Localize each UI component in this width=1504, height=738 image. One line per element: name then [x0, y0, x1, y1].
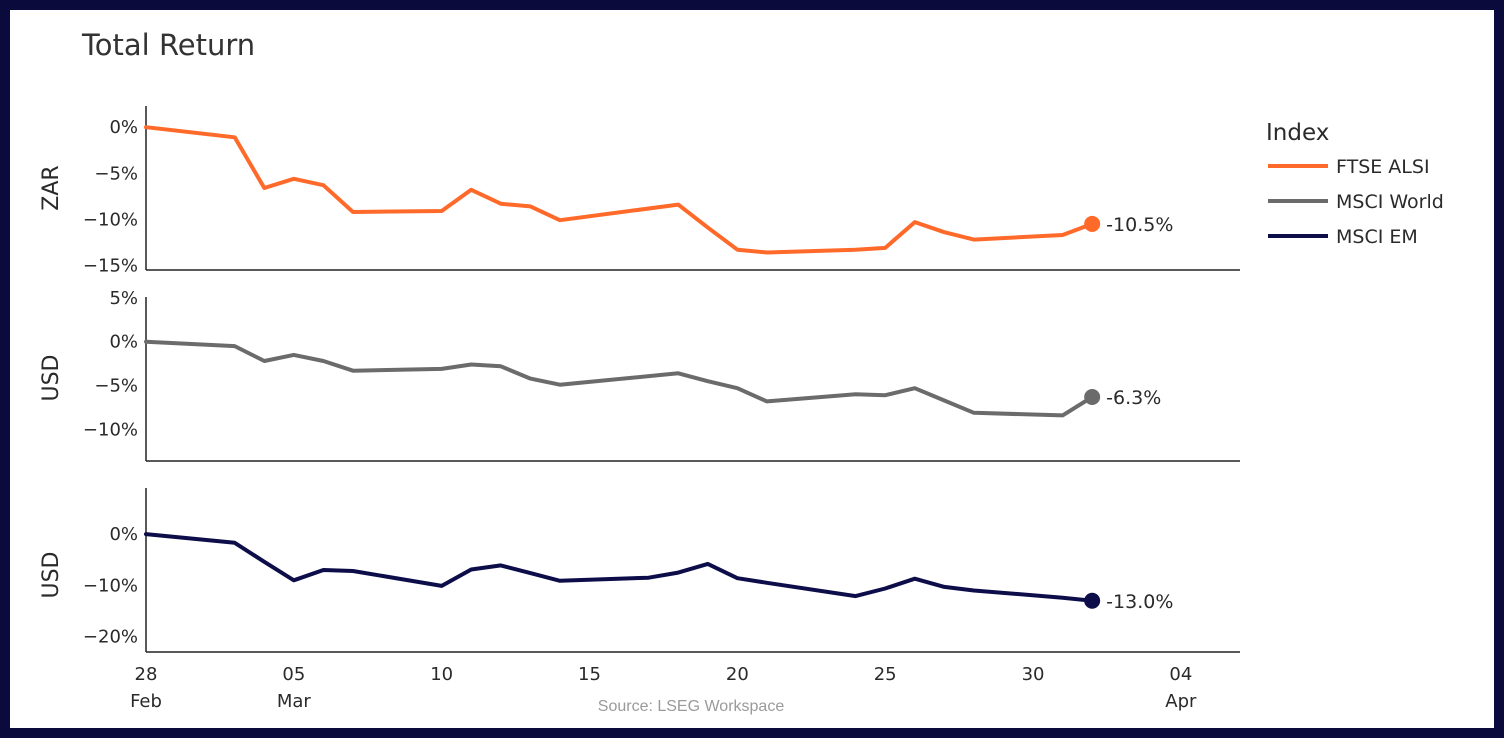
y-tick-label: −15%	[83, 255, 138, 276]
y-tick-label: −5%	[94, 376, 138, 397]
x-tick-label: 15	[578, 664, 601, 685]
series-line	[144, 339, 1095, 418]
chart-svg: 0% −5% −10% −15% ZAR -10.5% 5% 0% −5% −10% USD -6.3…	[39, 106, 1444, 715]
legend-title: Index	[1266, 120, 1329, 146]
y-tick-label: 0%	[109, 524, 138, 545]
source-note: Source: LSEG Workspace	[598, 698, 785, 715]
end-value-label: -10.5%	[1106, 214, 1173, 236]
series-line	[144, 532, 1095, 603]
y-tick-label: 0%	[109, 332, 138, 353]
y-tick-label: −10%	[83, 209, 138, 230]
y-axis-label: ZAR	[39, 165, 64, 210]
end-point-marker	[1084, 215, 1101, 232]
x-tick-month-label: Feb	[130, 691, 162, 712]
x-tick-label: 10	[430, 664, 453, 685]
y-tick-label: −20%	[83, 627, 138, 648]
legend-item-label: MSCI EM	[1336, 226, 1418, 248]
end-point-marker	[1084, 592, 1101, 609]
y-tick-label: −10%	[83, 575, 138, 596]
x-tick-label: 04	[1169, 664, 1192, 685]
y-tick-label: −10%	[83, 419, 138, 440]
end-point-marker	[1084, 388, 1101, 405]
y-tick-label: 5%	[109, 288, 138, 309]
y-tick-label: 0%	[109, 117, 138, 138]
x-tick-label: 28	[135, 664, 158, 685]
x-tick-month-label: Mar	[277, 691, 312, 712]
series-line	[144, 125, 1095, 255]
x-tick-label: 20	[726, 664, 749, 685]
x-tick-month-label: Apr	[1165, 691, 1197, 712]
end-value-label: -6.3%	[1106, 387, 1161, 409]
y-axis-label: USD	[39, 354, 64, 401]
x-tick-label: 30	[1022, 664, 1045, 685]
x-tick-label: 25	[874, 664, 897, 685]
chart-title: Total Return	[82, 28, 256, 62]
chart-frame: Total Return 0% −5% −10% −15% ZAR -10.5% 5% 0% −…	[10, 10, 1494, 728]
x-tick-label: 05	[282, 664, 305, 685]
end-value-label: -13.0%	[1106, 591, 1173, 613]
y-tick-label: −5%	[94, 163, 138, 184]
legend-item-label: FTSE ALSI	[1336, 156, 1430, 178]
y-axis-label: USD	[39, 551, 64, 598]
legend-item-label: MSCI World	[1336, 191, 1444, 213]
